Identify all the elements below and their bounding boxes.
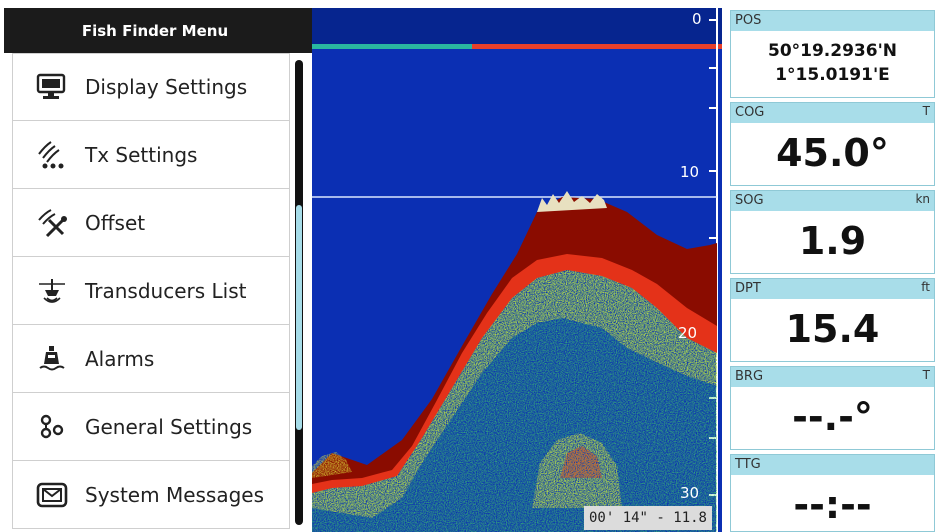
pos-longitude: 1°15.0191'E [775, 65, 890, 85]
sog-header: SOG kn [731, 191, 934, 211]
dpt-title: DPT [735, 281, 761, 296]
sonar-surface-band [312, 8, 722, 44]
menu-item-system-messages[interactable]: System Messages [12, 461, 290, 529]
menu-scrollbar-thumb[interactable] [296, 205, 302, 430]
sog-box[interactable]: SOG kn 1.9 [730, 190, 935, 274]
brg-header: BRG T [731, 367, 934, 387]
message-envelope-icon [27, 477, 77, 513]
data-panel: POS 50°19.2936'N 1°15.0191'E COG T 45.0°… [730, 8, 941, 532]
ttg-box[interactable]: TTG --:-- [730, 454, 935, 532]
dpt-unit: ft [921, 280, 930, 294]
menu-item-label: Alarms [85, 346, 155, 371]
fish-echo [532, 433, 622, 508]
menu-item-label: Tx Settings [85, 142, 198, 167]
offset-tools-icon [27, 205, 77, 241]
brg-unit: T [922, 368, 930, 382]
sog-value: 1.9 [798, 219, 867, 263]
menu-item-label: Offset [85, 210, 146, 235]
cog-box[interactable]: COG T 45.0° [730, 102, 935, 186]
range-bar-red [472, 44, 722, 49]
pos-box[interactable]: POS 50°19.2936'N 1°15.0191'E [730, 10, 935, 98]
menu-list: Display Settings Tx Settings Offset Tran… [12, 53, 290, 529]
time-range-readout: 00' 14" - 11.8 [584, 506, 712, 530]
menu-item-label: System Messages [85, 482, 265, 507]
pos-header: POS [731, 11, 934, 31]
menu-item-tx-settings[interactable]: Tx Settings [12, 121, 290, 189]
dpt-header: DPT ft [731, 279, 934, 299]
cog-header: COG T [731, 103, 934, 123]
range-bar-green [312, 44, 472, 49]
menu-item-offset[interactable]: Offset [12, 189, 290, 257]
menu-item-label: Transducers List [85, 278, 247, 303]
left-echo [312, 452, 352, 478]
buoy-alarm-icon [27, 341, 77, 377]
depth-label-30: 30 [680, 484, 700, 502]
brg-box[interactable]: BRG T --.-° [730, 366, 935, 450]
ttg-header: TTG [731, 455, 934, 475]
fish-finder-menu: Fish Finder Menu Display Settings Tx Set… [0, 0, 312, 532]
cog-title: COG [735, 105, 765, 120]
transmit-waves-icon [27, 137, 77, 173]
brg-title: BRG [735, 369, 764, 384]
menu-item-display-settings[interactable]: Display Settings [12, 53, 290, 121]
sog-unit: kn [915, 192, 930, 206]
menu-item-alarms[interactable]: Alarms [12, 325, 290, 393]
depth-label-10: 10 [680, 163, 700, 181]
sonar-echogram [312, 8, 722, 532]
pos-latitude: 50°19.2936'N [767, 41, 898, 61]
menu-item-general-settings[interactable]: General Settings [12, 393, 290, 461]
cog-value: 45.0° [776, 131, 889, 175]
sonar-display[interactable]: 0 10 20 30 00' 14" - 11.8 [312, 8, 722, 532]
menu-item-transducers-list[interactable]: Transducers List [12, 257, 290, 325]
dpt-value: 15.4 [785, 307, 880, 351]
pos-title: POS [735, 13, 762, 28]
monitor-icon [27, 69, 77, 105]
dpt-box[interactable]: DPT ft 15.4 [730, 278, 935, 362]
ttg-title: TTG [735, 457, 761, 472]
bottom-echo [312, 191, 717, 532]
settings-nodes-icon [27, 409, 77, 445]
transducer-icon [27, 273, 77, 309]
depth-label-20: 20 [678, 324, 698, 342]
menu-item-label: General Settings [85, 414, 253, 439]
depth-label-0: 0 [692, 10, 702, 28]
menu-item-label: Display Settings [85, 75, 248, 99]
brg-value: --.-° [792, 395, 873, 439]
menu-title: Fish Finder Menu [4, 8, 312, 53]
sog-title: SOG [735, 193, 764, 208]
cog-unit: T [922, 104, 930, 118]
ttg-value: --:-- [793, 483, 872, 527]
